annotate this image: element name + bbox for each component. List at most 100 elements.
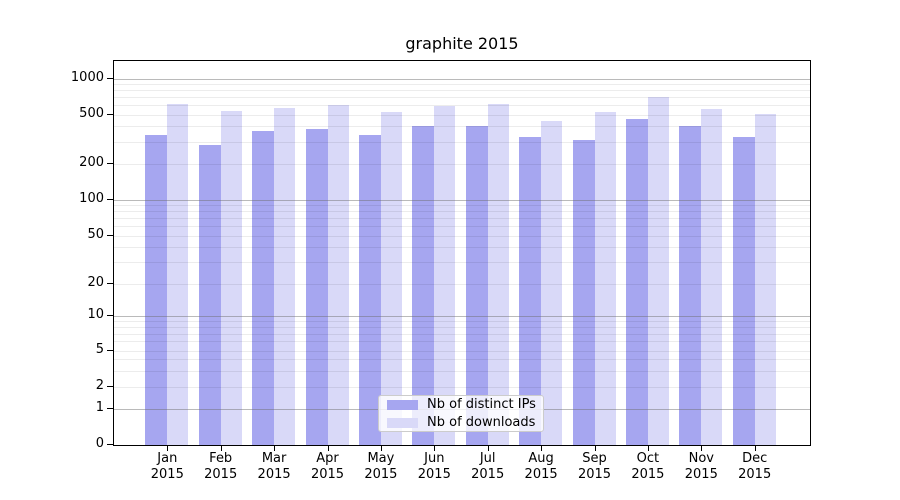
y-tick-label-500: 500: [79, 106, 104, 121]
bar-jun-s1: [434, 105, 456, 445]
x-tick-mark: [754, 446, 756, 451]
gridline-30: [114, 262, 810, 264]
bar-apr-s1: [327, 104, 349, 445]
plot-area: [113, 60, 811, 446]
x-tick-mark: [274, 446, 276, 451]
gridline-9: [114, 320, 810, 322]
y-tick-label-2: 2: [95, 378, 104, 393]
x-tick-label-may: May 2015: [364, 451, 398, 482]
x-tick-label-apr: Apr 2015: [310, 451, 345, 482]
bars-layer: [114, 61, 810, 445]
y-tick-mark: [107, 114, 113, 115]
bar-jul-s0: [465, 125, 488, 445]
bar-may-s0: [358, 134, 381, 445]
x-tick-label-feb: Feb 2015: [204, 451, 238, 482]
x-tick-label-sep: Sep 2015: [577, 451, 612, 482]
y-tick-mark: [107, 283, 113, 284]
y-tick-label-10: 10: [87, 307, 104, 322]
gridline-3: [114, 370, 810, 372]
chart-title: graphite 2015: [405, 34, 519, 53]
y-tick-mark: [107, 199, 113, 200]
x-tick-label-mar: Mar 2015: [257, 451, 291, 482]
x-tick-mark: [701, 446, 703, 451]
bar-jul-s1: [487, 103, 509, 445]
y-tick-mark: [107, 350, 113, 351]
bar-sep-s1: [594, 112, 616, 445]
gridline-70: [114, 218, 810, 220]
y-tick-mark: [107, 163, 113, 164]
x-tick-mark: [434, 446, 436, 451]
bar-nov-s1: [701, 108, 723, 445]
x-tick-label-aug: Aug 2015: [524, 451, 558, 482]
bar-oct-s1: [647, 96, 669, 445]
x-tick-mark: [487, 446, 489, 451]
gridline-6: [114, 341, 810, 343]
bar-mar-s0: [252, 131, 275, 445]
gridline-8: [114, 326, 810, 328]
y-tick-label-50: 50: [87, 227, 104, 242]
bar-may-s1: [380, 112, 402, 445]
gridline-2: [114, 386, 810, 388]
gridline-50: [114, 235, 810, 237]
gridline-40: [114, 247, 810, 249]
gridline-600: [114, 105, 810, 107]
bar-oct-s0: [625, 118, 648, 445]
bar-aug-s1: [541, 120, 563, 445]
y-tick-label-1: 1: [95, 400, 104, 415]
x-tick-mark: [541, 446, 543, 451]
gridline-100: [114, 199, 810, 201]
y-tick-label-20: 20: [87, 275, 104, 290]
gridline-700: [114, 97, 810, 99]
x-tick-mark: [220, 446, 222, 451]
bar-jan-s0: [145, 134, 168, 445]
x-tick-label-nov: Nov 2015: [684, 451, 718, 482]
bar-mar-s1: [274, 107, 296, 445]
x-tick-label-jun: Jun 2015: [417, 451, 451, 482]
bar-apr-s0: [305, 128, 328, 445]
x-tick-mark: [380, 446, 382, 451]
gridline-800: [114, 90, 810, 92]
y-tick-mark: [107, 408, 113, 409]
y-tick-label-100: 100: [79, 191, 104, 206]
gridline-80: [114, 211, 810, 213]
legend-label: Nb of distinct IPs: [427, 397, 536, 412]
gridline-1000: [114, 78, 810, 80]
gridline-60: [114, 226, 810, 228]
legend-label: Nb of downloads: [427, 415, 536, 430]
x-tick-label-jan: Jan 2015: [150, 451, 184, 482]
x-tick-label-dec: Dec 2015: [738, 451, 772, 482]
bar-dec-s1: [754, 114, 776, 445]
gridline-7: [114, 333, 810, 335]
x-tick-mark: [327, 446, 329, 451]
bar-jun-s0: [412, 125, 435, 445]
gridline-4: [114, 359, 810, 361]
gridline-300: [114, 141, 810, 143]
bar-sep-s0: [572, 139, 595, 445]
gridline-10: [114, 315, 810, 317]
y-tick-mark: [107, 235, 113, 236]
bar-jan-s1: [167, 103, 189, 445]
y-tick-mark: [107, 386, 113, 387]
gridline-90: [114, 204, 810, 206]
y-tick-label-0: 0: [95, 436, 104, 451]
gridline-400: [114, 126, 810, 128]
y-tick-mark: [107, 444, 113, 445]
y-tick-label-200: 200: [79, 155, 104, 170]
legend-row: Nb of distinct IPs: [387, 397, 543, 412]
x-tick-label-oct: Oct 2015: [631, 451, 665, 482]
legend: Nb of distinct IPs Nb of downloads: [378, 395, 544, 432]
bar-nov-s0: [679, 125, 702, 445]
bar-aug-s0: [519, 137, 542, 445]
grid-layer: [114, 61, 810, 445]
y-tick-label-1000: 1000: [70, 70, 104, 85]
y-tick-label-5: 5: [95, 342, 104, 357]
y-tick-mark: [107, 315, 113, 316]
x-tick-mark: [647, 446, 649, 451]
bar-feb-s0: [198, 145, 221, 445]
legend-row: Nb of downloads: [387, 415, 543, 430]
legend-swatch-icon: [387, 399, 418, 410]
y-tick-mark: [107, 78, 113, 79]
gridline-500: [114, 114, 810, 116]
x-tick-label-jul: Jul 2015: [471, 451, 505, 482]
